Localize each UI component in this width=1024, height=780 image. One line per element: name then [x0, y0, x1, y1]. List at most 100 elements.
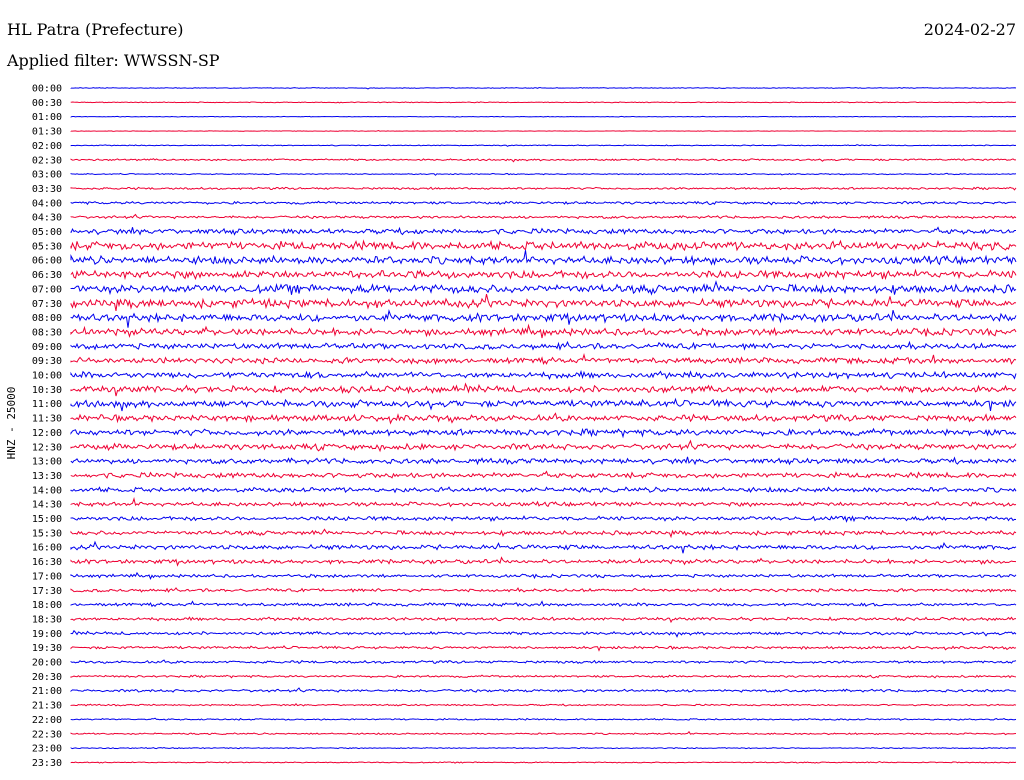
trace-line — [70, 268, 1017, 281]
hour-label: 14:30 — [32, 500, 62, 511]
trace-line — [70, 250, 1017, 267]
hour-label: 00:30 — [32, 98, 62, 109]
trace-line — [70, 200, 1017, 206]
trace-line — [70, 687, 1017, 693]
hour-label: 07:30 — [32, 299, 62, 310]
trace-line — [70, 323, 1017, 339]
trace-line — [70, 129, 1017, 132]
hour-label: 18:30 — [32, 614, 62, 625]
hour-label: 21:00 — [32, 686, 62, 697]
hour-label: 13:30 — [32, 471, 62, 482]
trace-line — [70, 280, 1017, 296]
trace-line — [70, 659, 1017, 665]
trace-line — [70, 556, 1017, 567]
trace-line — [70, 528, 1017, 539]
trace-line — [70, 427, 1017, 439]
hour-label: 16:00 — [32, 543, 62, 554]
hour-label: 06:30 — [32, 270, 62, 281]
hour-label: 11:00 — [32, 399, 62, 410]
trace-line — [70, 397, 1017, 412]
hour-label: 08:00 — [32, 313, 62, 324]
trace-line — [70, 761, 1017, 764]
trace-line — [70, 587, 1017, 593]
trace-line — [70, 717, 1017, 721]
hour-label: 10:30 — [32, 385, 62, 396]
trace-line — [70, 101, 1017, 104]
trace-line — [70, 340, 1017, 351]
hour-label: 12:00 — [32, 428, 62, 439]
hour-label: 11:30 — [32, 414, 62, 425]
hour-label: 01:30 — [32, 127, 62, 138]
hour-label: 05:30 — [32, 241, 62, 252]
trace-line — [70, 226, 1017, 236]
trace-line — [70, 352, 1017, 366]
hour-label: 02:00 — [32, 141, 62, 152]
hour-label: 17:30 — [32, 586, 62, 597]
hour-label: 15:00 — [32, 514, 62, 525]
trace-line — [70, 470, 1017, 479]
hour-label: 09:30 — [32, 356, 62, 367]
trace-line — [70, 239, 1017, 252]
hour-label: 00:00 — [32, 84, 62, 95]
hour-label: 23:00 — [32, 744, 62, 755]
trace-line — [70, 616, 1017, 624]
hour-label: 08:30 — [32, 327, 62, 338]
hour-label: 06:00 — [32, 256, 62, 267]
trace-line — [70, 309, 1017, 328]
hour-label: 03:00 — [32, 170, 62, 181]
hour-label: 22:00 — [32, 715, 62, 726]
trace-line — [70, 158, 1017, 163]
hour-label: 15:30 — [32, 528, 62, 539]
trace-line — [70, 115, 1017, 118]
trace-line — [70, 456, 1017, 466]
hour-label: 07:00 — [32, 284, 62, 295]
hour-label: 19:00 — [32, 629, 62, 640]
date-label: 2024-02-27 — [923, 20, 1016, 39]
hour-label: 10:00 — [32, 371, 62, 382]
hour-label: 04:00 — [32, 198, 62, 209]
hour-label: 20:00 — [32, 658, 62, 669]
station-title: HL Patra (Prefecture) — [7, 20, 184, 39]
hour-label: 18:00 — [32, 600, 62, 611]
trace-line — [70, 186, 1017, 191]
trace-line — [70, 515, 1017, 523]
hour-label: 12:30 — [32, 442, 62, 453]
trace-line — [70, 629, 1017, 638]
trace-rows: 00:00 00:30 01:00 01:30 02:00 02:30 03:00 03:30… — [32, 84, 1017, 769]
hour-label: 14:00 — [32, 485, 62, 496]
hour-label: 03:30 — [32, 184, 62, 195]
trace-line — [70, 87, 1017, 90]
trace-line — [70, 293, 1017, 312]
trace-line — [70, 172, 1017, 176]
trace-line — [70, 600, 1017, 608]
hour-label: 13:00 — [32, 457, 62, 468]
trace-line — [70, 540, 1017, 554]
hour-label: 16:30 — [32, 557, 62, 568]
hour-label: 05:00 — [32, 227, 62, 238]
trace-line — [70, 497, 1017, 508]
hour-label: 19:30 — [32, 643, 62, 654]
hour-label: 01:00 — [32, 112, 62, 123]
hour-label: 17:00 — [32, 571, 62, 582]
trace-line — [70, 412, 1017, 425]
trace-line — [70, 730, 1017, 736]
hour-label: 09:00 — [32, 342, 62, 353]
trace-line — [70, 144, 1017, 147]
hour-label: 22:30 — [32, 729, 62, 740]
hour-label: 23:30 — [32, 758, 62, 769]
trace-line — [70, 674, 1017, 679]
trace-line — [70, 645, 1017, 652]
filter-label: Applied filter: WWSSN-SP — [7, 51, 220, 70]
trace-line — [70, 213, 1017, 220]
y-axis-label: HNZ - 25000 — [5, 387, 18, 460]
trace-line — [70, 703, 1017, 707]
trace-line — [70, 439, 1017, 453]
hour-label: 21:30 — [32, 701, 62, 712]
hour-label: 20:30 — [32, 672, 62, 683]
trace-line — [70, 369, 1017, 380]
trace-line — [70, 486, 1017, 494]
hour-label: 02:30 — [32, 155, 62, 166]
trace-line — [70, 746, 1017, 750]
trace-line — [70, 382, 1017, 397]
